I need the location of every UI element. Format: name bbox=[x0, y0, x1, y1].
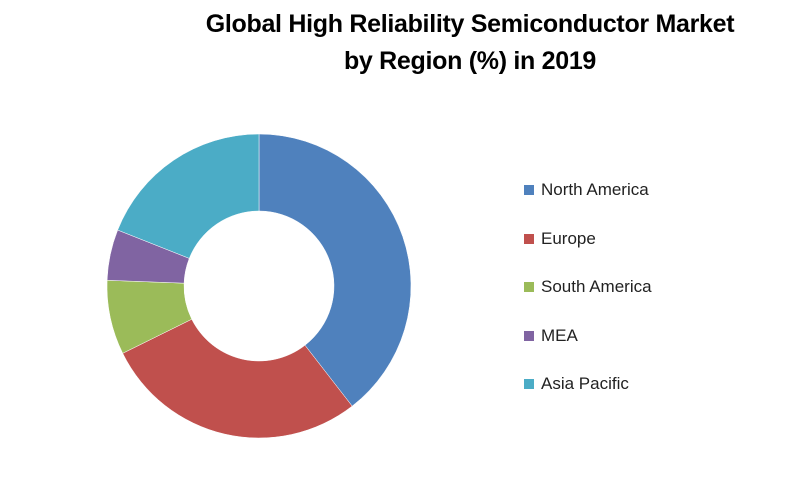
legend-item-north-america: North America bbox=[524, 178, 652, 202]
legend-label-north-america: North America bbox=[541, 180, 649, 199]
legend-swatch-north-america bbox=[524, 185, 534, 195]
slice-north-america bbox=[258, 133, 412, 407]
legend-label-south-america: South America bbox=[541, 277, 652, 296]
legend-swatch-europe bbox=[524, 233, 534, 244]
legend-item-south-america: South America bbox=[524, 275, 652, 299]
legend-item-europe: Europe bbox=[524, 227, 652, 251]
legend-label-asia-pacific: Asia Pacific bbox=[541, 374, 629, 393]
chart-title: Global High Reliability Semiconductor Ma… bbox=[130, 6, 804, 80]
legend-swatch-asia-pacific bbox=[524, 379, 534, 389]
legend-label-mea: MEA bbox=[541, 325, 578, 345]
legend-swatch-mea bbox=[524, 330, 534, 341]
slice-europe bbox=[122, 318, 353, 439]
legend-item-asia-pacific: Asia Pacific bbox=[524, 372, 652, 396]
chart-title-line-2: by Region (%) in 2019 bbox=[343, 47, 597, 75]
slice-asia-pacific bbox=[117, 133, 260, 259]
legend-swatch-south-america bbox=[524, 282, 534, 292]
legend-item-mea: MEA bbox=[524, 324, 652, 348]
legend: North America Europe South America MEA Asia … bbox=[524, 178, 652, 421]
legend-label-europe: Europe bbox=[541, 228, 596, 248]
chart-title-line-1: Global High Reliability Semiconductor Ma… bbox=[205, 10, 735, 38]
